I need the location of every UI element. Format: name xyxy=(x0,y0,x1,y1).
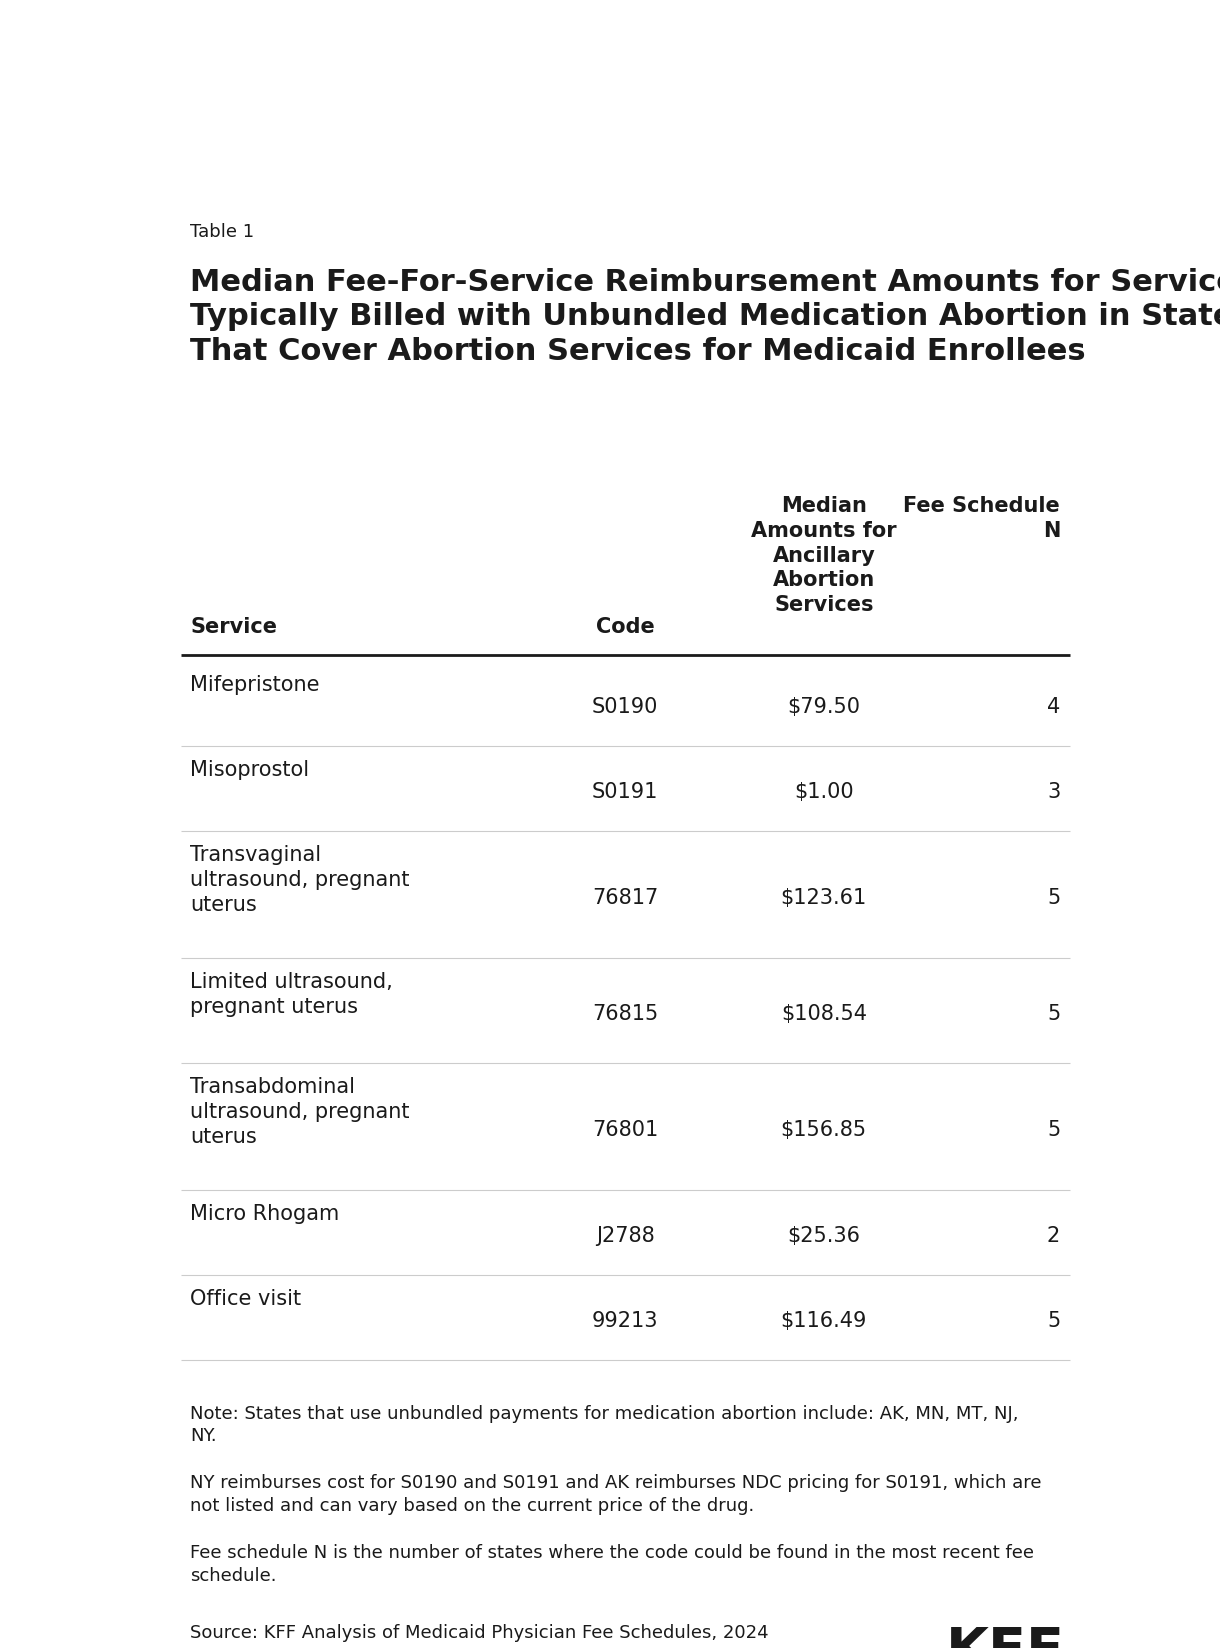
Text: $79.50: $79.50 xyxy=(787,697,860,717)
Text: 76801: 76801 xyxy=(592,1119,659,1140)
Text: Misoprostol: Misoprostol xyxy=(190,760,310,780)
Text: KFF: KFF xyxy=(946,1623,1065,1648)
Text: Median
Amounts for
Ancillary
Abortion
Services: Median Amounts for Ancillary Abortion Se… xyxy=(752,496,897,615)
Text: S0191: S0191 xyxy=(592,781,659,801)
Text: Median Fee-For-Service Reimbursement Amounts for Services
Typically Billed with : Median Fee-For-Service Reimbursement Amo… xyxy=(190,267,1220,366)
Text: Source: KFF Analysis of Medicaid Physician Fee Schedules, 2024: Source: KFF Analysis of Medicaid Physici… xyxy=(190,1623,769,1641)
Text: 76815: 76815 xyxy=(592,1004,659,1023)
Text: Micro Rhogam: Micro Rhogam xyxy=(190,1205,339,1224)
Text: $123.61: $123.61 xyxy=(781,888,867,908)
Text: 3: 3 xyxy=(1047,781,1060,801)
Text: J2788: J2788 xyxy=(595,1226,655,1246)
Text: Fee Schedule
N: Fee Schedule N xyxy=(904,496,1060,541)
Text: $1.00: $1.00 xyxy=(794,781,854,801)
Text: 99213: 99213 xyxy=(592,1310,659,1332)
Text: $25.36: $25.36 xyxy=(787,1226,860,1246)
Text: Transvaginal
ultrasound, pregnant
uterus: Transvaginal ultrasound, pregnant uterus xyxy=(190,845,410,915)
Text: 5: 5 xyxy=(1047,1119,1060,1140)
Text: Limited ultrasound,
pregnant uterus: Limited ultrasound, pregnant uterus xyxy=(190,972,393,1017)
Text: Fee schedule N is the number of states where the code could be found in the most: Fee schedule N is the number of states w… xyxy=(190,1544,1035,1585)
Text: 5: 5 xyxy=(1047,1310,1060,1332)
Text: 5: 5 xyxy=(1047,888,1060,908)
Text: Service: Service xyxy=(190,616,277,636)
Text: Mifepristone: Mifepristone xyxy=(190,676,320,695)
Text: 2: 2 xyxy=(1047,1226,1060,1246)
Text: $156.85: $156.85 xyxy=(781,1119,867,1140)
Text: Note: States that use unbundled payments for medication abortion include: AK, MN: Note: States that use unbundled payments… xyxy=(190,1404,1019,1445)
Text: Table 1: Table 1 xyxy=(190,222,255,241)
Text: 5: 5 xyxy=(1047,1004,1060,1023)
Text: NY reimburses cost for S0190 and S0191 and AK reimburses NDC pricing for S0191, : NY reimburses cost for S0190 and S0191 a… xyxy=(190,1475,1042,1515)
Text: $116.49: $116.49 xyxy=(781,1310,867,1332)
Text: 4: 4 xyxy=(1047,697,1060,717)
Text: Transabdominal
ultrasound, pregnant
uterus: Transabdominal ultrasound, pregnant uter… xyxy=(190,1078,410,1147)
Text: 76817: 76817 xyxy=(592,888,659,908)
Text: S0190: S0190 xyxy=(592,697,659,717)
Text: Code: Code xyxy=(595,616,655,636)
Text: Office visit: Office visit xyxy=(190,1289,301,1309)
Text: $108.54: $108.54 xyxy=(781,1004,866,1023)
